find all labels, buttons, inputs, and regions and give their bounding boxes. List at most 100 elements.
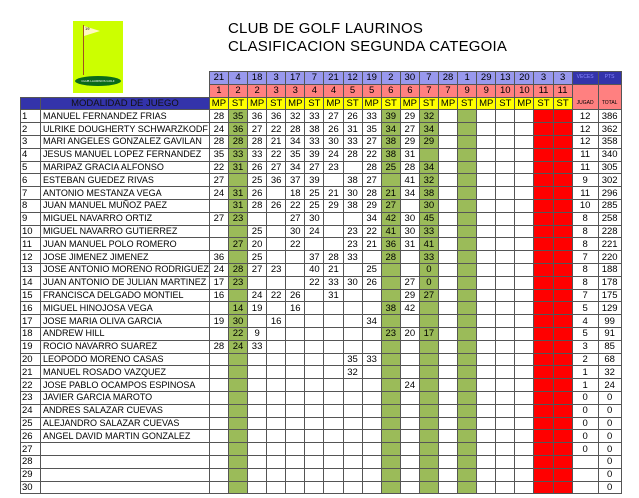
score-cell [437,378,459,392]
score-cell [552,467,573,482]
player-row: 8 JUAN MANUEL MUÑOZ PAEZ 31 28 26 22 25 29 38 29 2… [20,198,622,213]
score-cell: 27 [323,109,344,124]
pts-cell: 221 [597,237,622,252]
score-cell [304,429,325,444]
score-cell: 28 [323,250,344,264]
flag-number: 19 [85,26,90,31]
score-cell [495,237,516,252]
score-cell [266,339,287,354]
score-cell [476,403,497,418]
score-cell [514,237,535,252]
score-cell [437,122,459,136]
score-cell [380,403,401,418]
score-cell: 35 [227,109,249,124]
score-cell: 32 [418,109,439,124]
score-cell [285,314,306,328]
score-cell [342,314,363,328]
score-cell: 24 [208,262,229,277]
score-cell [495,378,516,392]
row-number: 6 [20,173,41,188]
score-cell [361,301,382,316]
veces-cell [571,467,599,482]
score-cell: 28 [247,134,268,149]
score-cell [227,429,249,444]
score-cell: 37 [285,173,306,188]
score-cell: 31 [399,237,420,252]
score-cell [495,122,516,136]
score-cell [514,160,535,175]
player-name: JOSE ANTONIO MORENO RODRIGUEZ [40,262,210,277]
score-cell [418,339,439,354]
pts-cell: 0 [597,390,622,405]
score-cell: 27 [380,198,401,213]
score-cell [247,416,268,431]
score-cell [457,198,478,213]
score-cell: 42 [399,301,420,316]
player-name: JOSE PABLO OCAMPOS ESPINOSA [40,378,210,392]
mode-cell: MP [208,96,229,111]
score-cell [533,390,554,405]
score-cell: 45 [418,211,439,226]
score-cell [437,339,459,354]
day-cell: 7 [304,71,325,85]
score-cell [361,365,382,380]
score-cell [285,365,306,380]
player-row: 24 ANDRES SALAZAR CUEVAS 0 0 [20,403,622,418]
score-cell: 33 [342,250,363,264]
pts-cell: 85 [597,339,622,354]
veces-cell: 8 [571,262,599,277]
score-cell [418,429,439,444]
score-cell [514,378,535,392]
score-cell [399,250,420,264]
score-cell [323,237,344,252]
player-row: 5 MARIPAZ GRACIA ALFONSO 22 31 26 27 34 27 23 28 2… [20,160,622,175]
score-cell [476,160,497,175]
score-cell [476,467,497,482]
veces-header: VECES [571,71,599,85]
score-cell [457,288,478,303]
score-cell [495,429,516,444]
month-cell: 1 [208,83,229,98]
score-cell [476,301,497,316]
player-name: MARI ANGELES GONZALEZ GAVILAN [40,134,210,149]
score-cell: 39 [304,147,325,162]
score-cell [342,262,363,277]
score-cell [495,134,516,149]
mode-cell: ST [552,96,573,111]
player-row: 7 ANTONIO MESTANZA VEGA 24 31 26 18 25 21 30 28 21… [20,186,622,200]
score-cell [227,173,249,188]
score-cell [495,454,516,469]
veces-cell: 0 [571,429,599,444]
score-cell [266,301,287,316]
score-cell: 38 [380,147,401,162]
score-cell [418,365,439,380]
veces-cell: 8 [571,237,599,252]
player-name [40,454,210,469]
row-number: 5 [20,160,41,175]
score-cell: 36 [380,237,401,252]
score-cell [476,442,497,456]
score-cell [361,378,382,392]
veces-cell: 5 [571,301,599,316]
score-cell [399,454,420,469]
score-cell [476,339,497,354]
player-row: 29 0 [20,467,622,482]
score-cell: 30 [399,224,420,239]
row-number: 9 [20,211,41,226]
score-cell [437,160,459,175]
score-cell [304,442,325,456]
pts-cell: 178 [597,275,622,290]
score-cell [418,301,439,316]
score-cell: 36 [266,109,287,124]
score-cell [342,467,363,482]
row-number: 30 [20,480,41,495]
score-cell [533,339,554,354]
score-cell [437,250,459,264]
month-cell: 10 [514,83,535,98]
score-cell [285,378,306,392]
score-cell [418,442,439,456]
score-cell [514,198,535,213]
score-cell [227,416,249,431]
score-cell: 38 [342,198,363,213]
score-cell: 23 [342,237,363,252]
